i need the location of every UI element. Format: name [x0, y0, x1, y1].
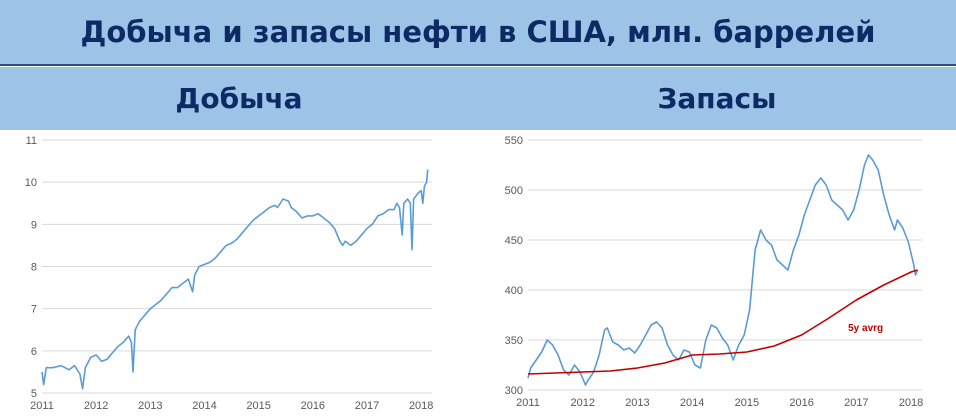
production-y-tick-label: 10	[25, 177, 37, 189]
production-y-tick-label: 5	[31, 388, 37, 400]
production-y-tick-label: 8	[31, 262, 37, 274]
reserves-series-line-average	[527, 269, 918, 375]
reserves-x-tick-label: 2015	[735, 397, 759, 409]
production-y-tick-label: 11	[26, 135, 37, 147]
main-title: Добыча и запасы нефти в США, млн. баррел…	[80, 15, 876, 49]
production-x-tick-label: 2016	[301, 400, 325, 412]
production-series-line-main	[41, 169, 429, 390]
reserves-x-tick-label: 2017	[844, 397, 868, 409]
production-y-tick-label: 7	[31, 304, 37, 316]
production-label: Добыча	[175, 82, 303, 115]
production-x-tick-label: 2015	[246, 400, 270, 412]
production-y-tick-label: 6	[31, 346, 37, 358]
production-x-tick-label: 2011	[30, 400, 54, 412]
reserves-x-tick-label: 2013	[625, 397, 649, 409]
reserves-x-tick-label: 2012	[570, 397, 594, 409]
main-title-banner: Добыча и запасы нефти в США, млн. баррел…	[0, 0, 956, 66]
production-x-tick-label: 2017	[355, 400, 379, 412]
reserves-x-tick-label: 2014	[680, 397, 704, 409]
production-x-tick-label: 2014	[192, 400, 216, 412]
reserves-avg-annotation: 5y avrg	[848, 323, 883, 334]
production-chart-panel: 5 6 7 8 9 10 11 2011 2012 2013 2014 2015 2016 2017 201…	[12, 130, 454, 415]
production-chart: 5 6 7 8 9 10 11 2011 2012 2013 2014 2015 2016 2017 201…	[25, 135, 434, 412]
reserves-x-tick-label: 2011	[516, 397, 540, 409]
reserves-y-tick-label: 500	[505, 185, 523, 197]
production-y-tick-label: 9	[31, 219, 37, 231]
reserves-y-tick-label: 550	[505, 135, 523, 147]
reserves-series-line-main	[527, 154, 919, 386]
reserves-y-tick-label: 350	[505, 335, 523, 347]
reserves-chart-panel: 300 350 400 450 500 550 2011 2012 2013 2014 2015 20…	[494, 130, 924, 415]
production-x-tick-label: 2018	[409, 400, 433, 412]
reserves-y-tick-label: 450	[505, 235, 523, 247]
reserves-x-tick-label: 2016	[789, 397, 813, 409]
reserves-y-tick-label: 400	[505, 285, 523, 297]
reserves-x-tick-label: 2018	[899, 397, 923, 409]
subtitle-banner: Добыча Запасы	[0, 67, 956, 130]
reserves-chart: 300 350 400 450 500 550 2011 2012 2013 2014 2015 20…	[505, 135, 924, 409]
production-x-tick-label: 2012	[84, 400, 108, 412]
reserves-label: Запасы	[657, 82, 777, 115]
production-x-tick-label: 2013	[138, 400, 162, 412]
reserves-y-tick-label: 300	[505, 385, 523, 397]
